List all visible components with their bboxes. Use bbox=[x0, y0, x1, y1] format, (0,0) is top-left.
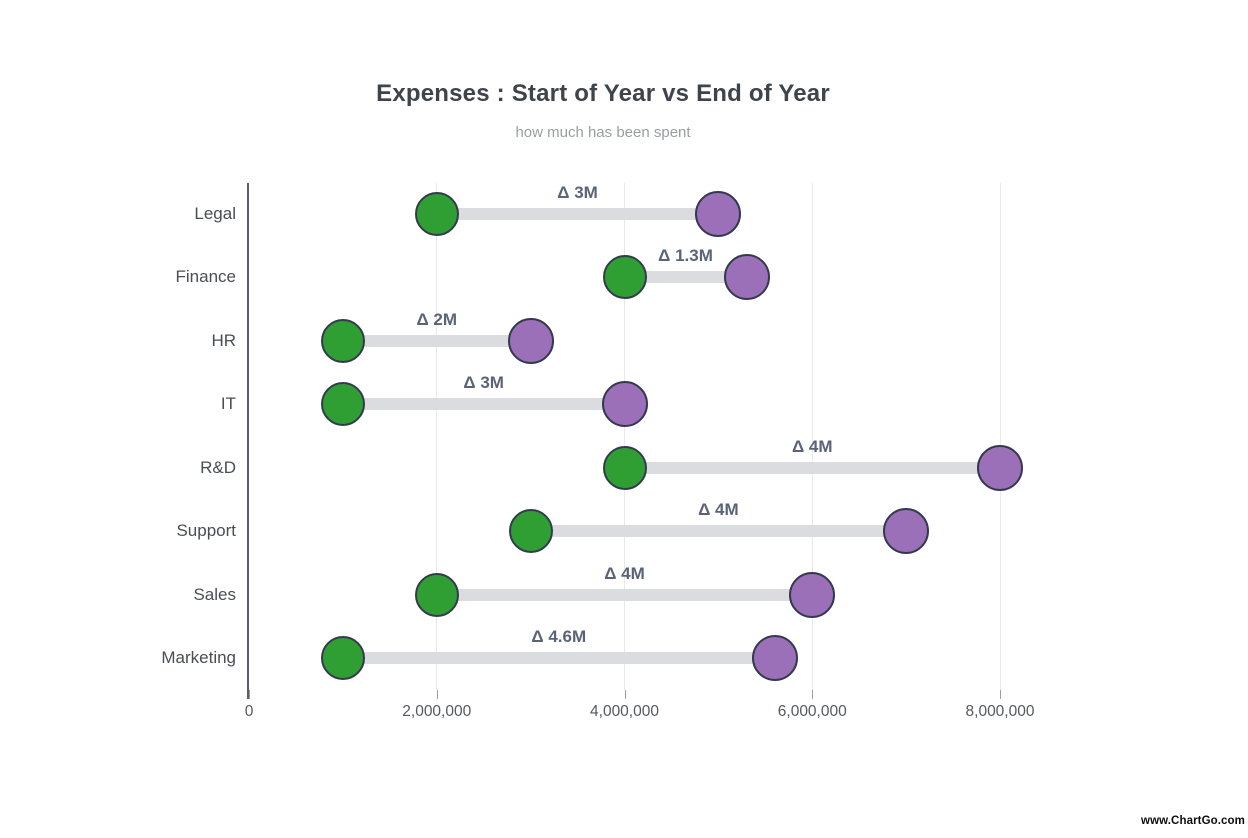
category-label: Marketing bbox=[161, 648, 236, 668]
connector-bar bbox=[342, 334, 531, 347]
x-tick-mark bbox=[436, 690, 438, 699]
delta-label: Δ 3M bbox=[557, 182, 598, 202]
watermark: www.ChartGo.com bbox=[1141, 815, 1245, 827]
end-dot bbox=[507, 317, 554, 364]
delta-label: Δ 4M bbox=[604, 563, 645, 583]
x-tick-mark bbox=[1000, 690, 1001, 699]
end-dot bbox=[751, 635, 798, 682]
connector-bar bbox=[436, 588, 813, 601]
connector-bar bbox=[624, 461, 1000, 474]
x-tick-label: 4,000,000 bbox=[590, 703, 659, 720]
chart-subtitle: how much has been spent bbox=[515, 124, 691, 141]
start-dot bbox=[602, 255, 647, 300]
x-tick-mark bbox=[812, 690, 814, 699]
gridline bbox=[436, 183, 438, 690]
x-tick-mark bbox=[624, 690, 626, 699]
category-label: IT bbox=[220, 394, 236, 414]
start-dot bbox=[320, 636, 365, 681]
end-dot bbox=[601, 381, 648, 428]
delta-label: Δ 2M bbox=[416, 309, 458, 329]
delta-label: Δ 1.3M bbox=[658, 246, 713, 266]
gridline bbox=[624, 183, 625, 690]
start-dot bbox=[602, 445, 647, 490]
connector-bar bbox=[342, 652, 775, 665]
category-label: Finance bbox=[175, 267, 236, 287]
x-tick-label: 6,000,000 bbox=[777, 703, 847, 720]
delta-label: Δ 4M bbox=[698, 500, 739, 520]
start-dot bbox=[414, 572, 459, 617]
start-dot bbox=[508, 509, 553, 554]
x-tick-mark bbox=[249, 690, 250, 699]
category-label: Legal bbox=[194, 203, 236, 223]
connector-bar bbox=[342, 398, 625, 411]
connector-bar bbox=[436, 207, 719, 220]
category-label: HR bbox=[211, 330, 236, 350]
y-axis-line bbox=[247, 183, 249, 699]
gridline bbox=[811, 183, 813, 690]
x-tick-label: 0 bbox=[244, 703, 254, 720]
delta-label: Δ 3M bbox=[463, 373, 504, 393]
category-label: Support bbox=[176, 521, 236, 541]
category-label: R&D bbox=[200, 457, 236, 477]
start-dot bbox=[320, 318, 365, 363]
start-dot bbox=[320, 382, 365, 427]
end-dot bbox=[789, 571, 836, 618]
end-dot bbox=[723, 254, 770, 301]
end-dot bbox=[883, 508, 930, 555]
connector-bar bbox=[530, 525, 907, 538]
x-tick-label: 8,000,000 bbox=[965, 703, 1035, 720]
gridline bbox=[999, 183, 1001, 690]
delta-label: Δ 4.6M bbox=[531, 627, 587, 647]
chart-title: Expenses : Start of Year vs End of Year bbox=[376, 80, 830, 107]
start-dot bbox=[414, 191, 459, 236]
category-label: Sales bbox=[193, 584, 236, 604]
end-dot bbox=[695, 190, 742, 237]
connector-bar bbox=[624, 271, 747, 284]
end-dot bbox=[977, 444, 1023, 491]
x-tick-label: 2,000,000 bbox=[402, 703, 472, 720]
delta-label: Δ 4M bbox=[791, 436, 833, 456]
